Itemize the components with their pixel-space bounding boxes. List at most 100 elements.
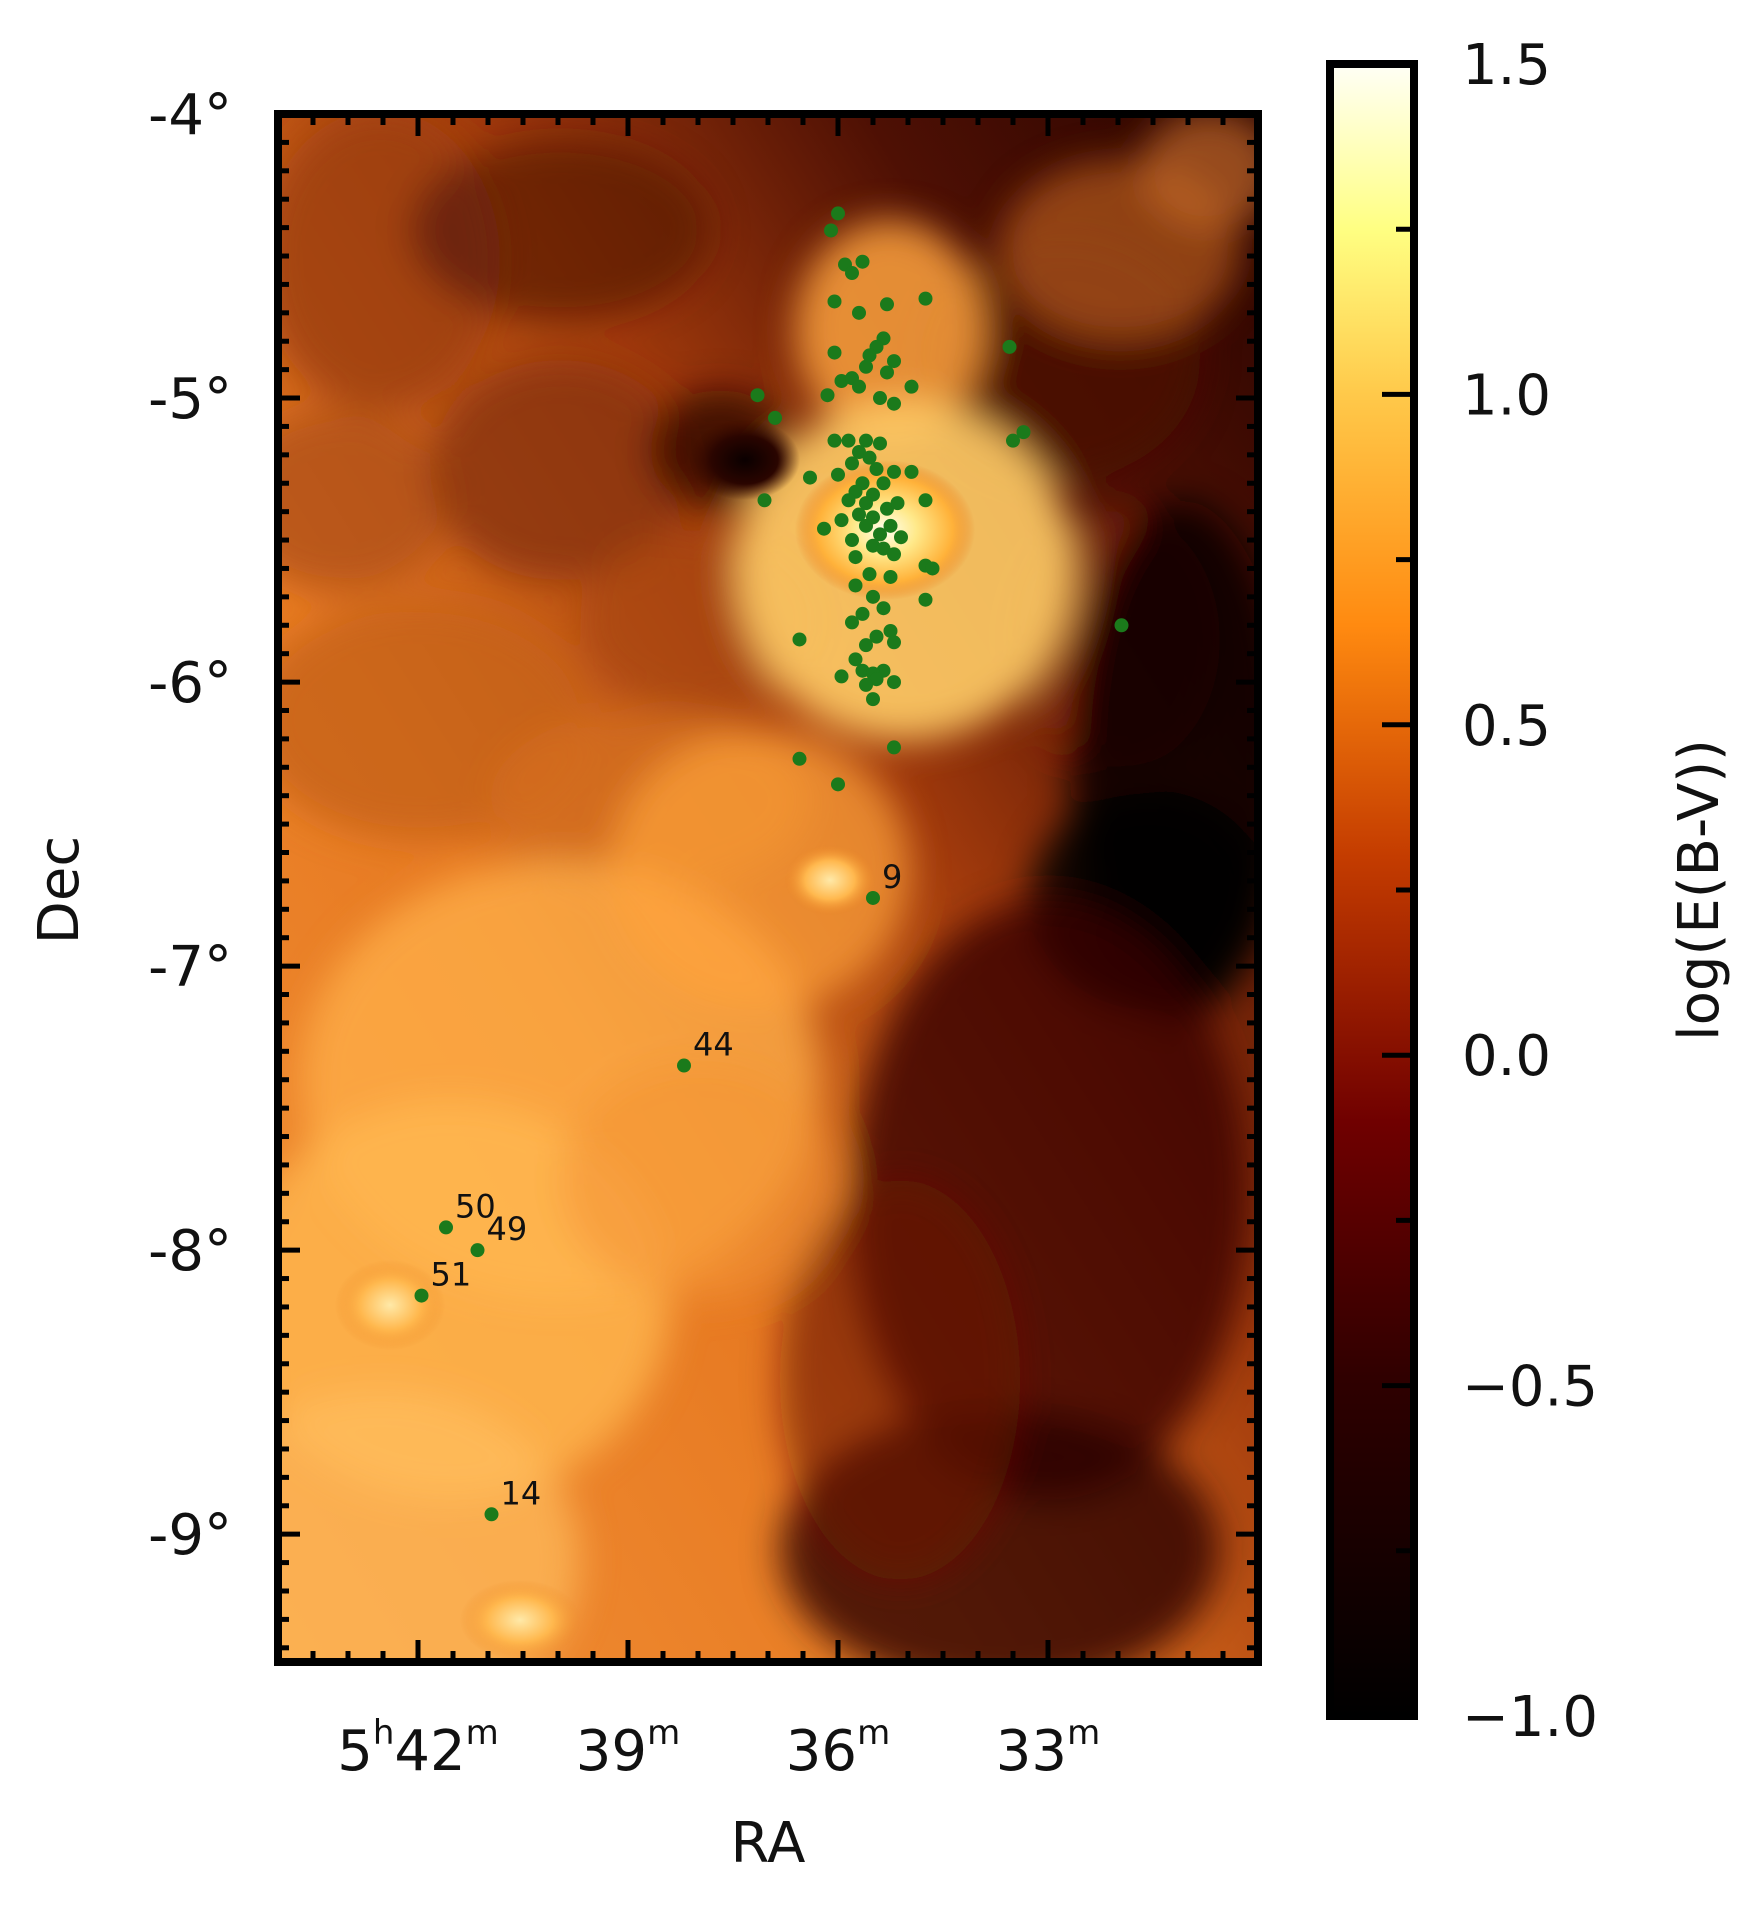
yso-point — [831, 467, 845, 482]
yso-point — [855, 254, 870, 269]
yso-point — [803, 470, 817, 485]
yso-point — [750, 388, 765, 403]
yso-point — [848, 550, 863, 565]
point-label: 50 — [455, 1187, 496, 1225]
yso-point — [859, 496, 873, 511]
yso-point — [852, 379, 866, 394]
x-tick-label: 36m — [786, 1713, 890, 1784]
yso-point — [887, 740, 901, 755]
yso-point — [1016, 425, 1031, 440]
colorbar-label: log(E(B-V)) — [1667, 739, 1732, 1041]
yso-point — [887, 675, 901, 690]
yso-point — [845, 266, 859, 281]
point-label: 49 — [487, 1210, 528, 1248]
yso-point — [866, 692, 880, 707]
colorbar-tick-label: 1.5 — [1462, 33, 1551, 98]
yso-point — [887, 635, 901, 650]
yso-point — [834, 373, 849, 388]
yso-point — [792, 751, 807, 766]
yso-point — [827, 294, 842, 309]
yso-point — [869, 462, 884, 477]
minor-ticks — [278, 114, 1258, 1662]
yso-point — [845, 533, 859, 548]
colorbar-tick-label: 0.0 — [1462, 1024, 1551, 1089]
yso-point — [831, 777, 845, 792]
point-label: 14 — [501, 1474, 542, 1512]
yso-point — [859, 433, 873, 448]
yso-point — [827, 433, 842, 448]
yso-point — [869, 672, 884, 687]
yso-point — [883, 569, 898, 584]
yso-point — [855, 606, 870, 621]
yso-point — [859, 518, 873, 533]
yso-point — [1114, 618, 1129, 633]
yso-point — [792, 632, 807, 647]
yso-point — [855, 663, 870, 678]
yso-point — [866, 589, 880, 604]
x-tick-label: 5h42m — [337, 1713, 499, 1784]
yso-point — [845, 615, 859, 630]
yso-point — [876, 476, 891, 491]
yso-point — [887, 396, 901, 411]
x-tick-label: 39m — [576, 1713, 680, 1784]
yso-point — [852, 507, 866, 522]
labeled-point — [439, 1220, 453, 1235]
colorbar-tick-label: 1.0 — [1462, 363, 1551, 428]
yso-point — [880, 501, 894, 516]
yso-point — [859, 638, 873, 653]
yso-point — [841, 433, 856, 448]
yso-point — [817, 521, 831, 536]
yso-point — [883, 623, 898, 638]
yso-point — [873, 436, 887, 451]
yso-point — [1006, 433, 1020, 448]
x-axis-label: RA — [731, 1811, 806, 1876]
y-tick-label: -9° — [148, 1503, 232, 1568]
yso-point — [827, 345, 842, 360]
yso-point — [883, 518, 898, 533]
yso-point — [831, 206, 845, 221]
point-label: 51 — [431, 1256, 472, 1294]
y-axis-ticks: -4° -5° -6° -7° -8° -9° — [148, 83, 232, 1568]
yso-point — [768, 410, 782, 425]
x-axis-ticks: 5h42m 39m 36m 33m — [337, 1713, 1100, 1784]
yso-point — [887, 547, 901, 562]
yso-point — [894, 530, 908, 545]
yso-point — [887, 464, 901, 479]
yso-points — [750, 206, 1129, 792]
yso-point — [862, 450, 877, 465]
point-label: 44 — [693, 1026, 734, 1064]
yso-point — [880, 297, 894, 312]
yso-point — [904, 379, 919, 394]
x-tick-label: 33m — [996, 1713, 1100, 1784]
yso-point — [820, 388, 835, 403]
extinction-map — [278, 114, 1258, 1662]
colorbar-ticks: 1.5 1.0 0.5 0.0 −0.5 −1.0 — [1382, 33, 1598, 1750]
yso-point — [859, 677, 873, 692]
yso-point — [925, 561, 940, 576]
yso-point — [824, 223, 838, 238]
yso-point — [834, 513, 849, 528]
y-tick-label: -6° — [148, 651, 232, 716]
yso-point — [904, 464, 919, 479]
yso-point — [866, 538, 880, 553]
yso-point — [1002, 339, 1017, 354]
colorbar-tick-label: −1.0 — [1462, 1685, 1598, 1750]
yso-point — [757, 493, 772, 508]
yso-point — [890, 496, 905, 511]
yso-point — [845, 456, 859, 471]
yso-point — [880, 365, 894, 380]
yso-point — [841, 493, 856, 508]
labeled-point — [866, 890, 880, 905]
y-tick-label: -7° — [148, 935, 232, 1000]
yso-point — [918, 493, 933, 508]
y-tick-label: -4° — [148, 83, 232, 148]
yso-point — [852, 445, 866, 460]
yso-point — [834, 669, 849, 684]
colorbar-tick-label: 0.5 — [1462, 694, 1551, 759]
yso-point — [918, 592, 933, 607]
point-label: 9 — [882, 858, 902, 896]
colorbar: 1.5 1.0 0.5 0.0 −0.5 −1.0 log(E(B-V)) — [1326, 33, 1732, 1750]
yso-point — [862, 348, 877, 363]
